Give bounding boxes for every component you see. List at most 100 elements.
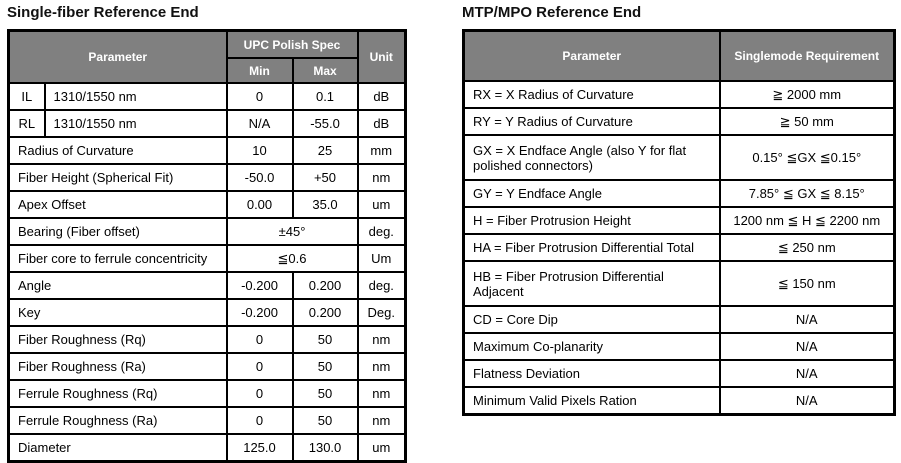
min-cell: 10	[225, 136, 294, 165]
requirement-cell: 1200 nm ≦ H ≦ 2200 nm	[718, 206, 896, 235]
unit-cell: um	[356, 190, 407, 219]
max-cell: 50	[291, 379, 359, 408]
requirement-cell: N/A	[718, 359, 896, 388]
min-cell: -50.0	[225, 163, 294, 192]
col-header-parameter: Parameter	[7, 29, 228, 84]
max-cell: 25	[291, 136, 359, 165]
param-cell: RX = X Radius of Curvature	[462, 80, 721, 109]
requirement-cell: N/A	[718, 332, 896, 361]
unit-cell: um	[356, 433, 407, 463]
param-cell: Angle	[7, 271, 228, 300]
param-cell: Diameter	[7, 433, 228, 463]
table-row: GX = X Endface Angle (also Y for flat po…	[462, 134, 896, 181]
min-cell: -0.200	[225, 298, 294, 327]
param-cell: H = Fiber Protrusion Height	[462, 206, 721, 235]
min-cell: N/A	[225, 109, 294, 138]
table-row: H = Fiber Protrusion Height 1200 nm ≦ H …	[462, 206, 896, 235]
unit-cell: nm	[356, 325, 407, 354]
requirement-cell: ≦ 150 nm	[718, 260, 896, 307]
col-header-parameter: Parameter	[462, 29, 721, 82]
param-cell: HA = Fiber Protrusion Differential Total	[462, 233, 721, 262]
table-row: Apex Offset 0.00 35.0 um	[7, 190, 407, 219]
unit-cell: Um	[356, 244, 407, 273]
table-row: IL 1310/1550 nm 0 0.1 dB	[7, 82, 407, 111]
single-fiber-section: Single-fiber Reference End Parameter UPC…	[7, 4, 408, 463]
table-row: Fiber Roughness (Ra) 0 50 nm	[7, 352, 407, 381]
col-header-min: Min	[225, 57, 294, 84]
param-cell: CD = Core Dip	[462, 305, 721, 334]
min-cell: 0	[225, 82, 294, 111]
table-row: CD = Core Dip N/A	[462, 305, 896, 334]
table-row: RL 1310/1550 nm N/A -55.0 dB	[7, 109, 407, 138]
min-cell: 0	[225, 325, 294, 354]
table-row: GY = Y Endface Angle 7.85° ≦ GX ≦ 8.15°	[462, 179, 896, 208]
param-cell: GY = Y Endface Angle	[462, 179, 721, 208]
table-row: Minimum Valid Pixels Ration N/A	[462, 386, 896, 416]
unit-cell: nm	[356, 163, 407, 192]
col-header-unit: Unit	[356, 29, 407, 84]
max-cell: 50	[291, 325, 359, 354]
unit-cell: Deg.	[356, 298, 407, 327]
merged-spec-cell: ±45°	[225, 217, 359, 246]
param-cell: Fiber Roughness (Ra)	[7, 352, 228, 381]
requirement-cell: 0.15° ≦GX ≦0.15°	[718, 134, 896, 181]
table-row: HA = Fiber Protrusion Differential Total…	[462, 233, 896, 262]
mtp-mpo-section: MTP/MPO Reference End Parameter Singlemo…	[462, 4, 896, 416]
max-cell: 50	[291, 406, 359, 435]
requirement-cell: ≧ 2000 mm	[718, 80, 896, 109]
param-code-cell: RL	[7, 109, 46, 138]
max-cell: 0.1	[291, 82, 359, 111]
param-cell: 1310/1550 nm	[43, 82, 228, 111]
mtp-mpo-table: Parameter Singlemode Requirement RX = X …	[462, 29, 896, 416]
col-header-singlemode-requirement: Singlemode Requirement	[718, 29, 896, 82]
param-cell: 1310/1550 nm	[43, 109, 228, 138]
max-cell: 0.200	[291, 271, 359, 300]
max-cell: 0.200	[291, 298, 359, 327]
max-cell: 130.0	[291, 433, 359, 463]
col-header-max: Max	[291, 57, 359, 84]
unit-cell: nm	[356, 352, 407, 381]
param-cell: Fiber Height (Spherical Fit)	[7, 163, 228, 192]
max-cell: -55.0	[291, 109, 359, 138]
max-cell: 50	[291, 352, 359, 381]
table-row: Key -0.200 0.200 Deg.	[7, 298, 407, 327]
max-cell: 35.0	[291, 190, 359, 219]
table-row: Ferrule Roughness (Rq) 0 50 nm	[7, 379, 407, 408]
param-cell: Ferrule Roughness (Ra)	[7, 406, 228, 435]
table-row: RY = Y Radius of Curvature ≧ 50 mm	[462, 107, 896, 136]
requirement-cell: N/A	[718, 386, 896, 416]
table-row: Fiber core to ferrule concentricity ≦0.6…	[7, 244, 407, 273]
param-cell: RY = Y Radius of Curvature	[462, 107, 721, 136]
param-cell: Flatness Deviation	[462, 359, 721, 388]
param-cell: Maximum Co-planarity	[462, 332, 721, 361]
param-cell: Radius of Curvature	[7, 136, 228, 165]
min-cell: 0	[225, 406, 294, 435]
table-row: Flatness Deviation N/A	[462, 359, 896, 388]
min-cell: 0.00	[225, 190, 294, 219]
table-row: Ferrule Roughness (Ra) 0 50 nm	[7, 406, 407, 435]
min-cell: 0	[225, 352, 294, 381]
unit-cell: dB	[356, 109, 407, 138]
param-cell: Fiber Roughness (Rq)	[7, 325, 228, 354]
unit-cell: mm	[356, 136, 407, 165]
param-cell: Key	[7, 298, 228, 327]
table-row: Maximum Co-planarity N/A	[462, 332, 896, 361]
merged-spec-cell: ≦0.6	[225, 244, 359, 273]
min-cell: 125.0	[225, 433, 294, 463]
table-row: RX = X Radius of Curvature ≧ 2000 mm	[462, 80, 896, 109]
unit-cell: deg.	[356, 271, 407, 300]
table-row: Diameter 125.0 130.0 um	[7, 433, 407, 463]
single-fiber-title: Single-fiber Reference End	[7, 4, 199, 21]
param-cell: Ferrule Roughness (Rq)	[7, 379, 228, 408]
mtp-mpo-title: MTP/MPO Reference End	[462, 4, 642, 21]
unit-cell: deg.	[356, 217, 407, 246]
table-row: Angle -0.200 0.200 deg.	[7, 271, 407, 300]
param-cell: Bearing (Fiber offset)	[7, 217, 228, 246]
table-row: Fiber Roughness (Rq) 0 50 nm	[7, 325, 407, 354]
param-code-cell: IL	[7, 82, 46, 111]
min-cell: 0	[225, 379, 294, 408]
single-fiber-table: Parameter UPC Polish Spec Unit Min Max I…	[7, 29, 408, 463]
table-row: HB = Fiber Protrusion Differential Adjac…	[462, 260, 896, 307]
param-cell: GX = X Endface Angle (also Y for flat po…	[462, 134, 721, 181]
unit-cell: nm	[356, 379, 407, 408]
